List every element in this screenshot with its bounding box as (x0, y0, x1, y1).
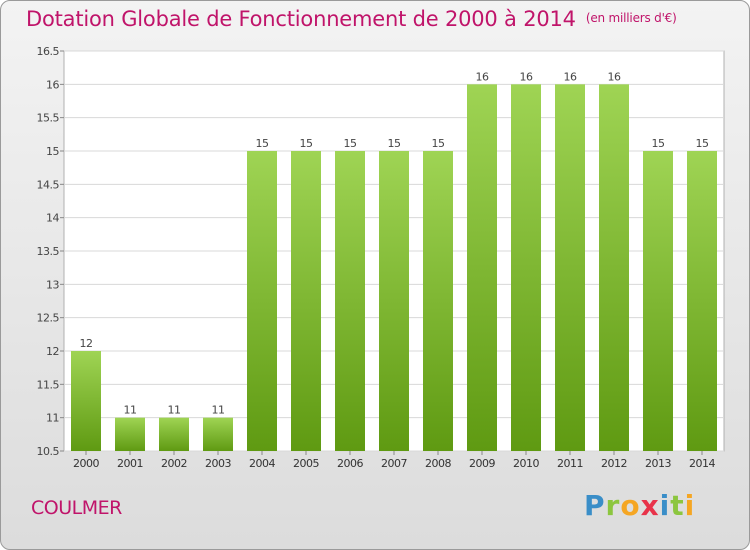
bar-2007 (379, 151, 409, 451)
data-label: 16 (476, 70, 489, 83)
bar-2002 (159, 417, 189, 451)
x-tick-label: 2002 (161, 457, 187, 470)
x-tick-label: 2003 (205, 457, 231, 470)
logo-letter: t (670, 489, 685, 522)
x-tick-label: 2011 (557, 457, 583, 470)
x-tick-label: 2012 (601, 457, 627, 470)
bar-2004 (247, 151, 277, 451)
bar-2008 (423, 151, 453, 451)
x-tick-label: 2007 (381, 457, 407, 470)
data-label: 11 (168, 404, 181, 417)
bar-2005 (291, 151, 321, 451)
y-tick-label: 11 (46, 412, 59, 425)
x-tick-label: 2009 (469, 457, 495, 470)
chart-title-text: Dotation Globale de Fonctionnement de 20… (26, 7, 576, 31)
chart-title: Dotation Globale de Fonctionnement de 20… (26, 7, 677, 31)
data-label: 12 (80, 337, 93, 350)
data-label: 15 (696, 137, 709, 150)
bar-2014 (687, 151, 717, 451)
logo-letter: i (659, 489, 671, 522)
chart-unit: (en milliers d'€) (585, 11, 677, 25)
y-tick-label: 16.5 (37, 45, 60, 58)
logo-letter: x (640, 489, 660, 522)
x-tick-label: 2008 (425, 457, 451, 470)
y-tick-label: 14 (46, 212, 59, 225)
data-label: 15 (300, 137, 313, 150)
x-tick-label: 2004 (249, 457, 275, 470)
data-label: 16 (564, 70, 577, 83)
logo-letter: P (584, 489, 606, 522)
y-tick-label: 16 (46, 78, 59, 91)
y-tick-label: 15 (46, 145, 59, 158)
data-label: 15 (432, 137, 445, 150)
y-tick-label: 10.5 (37, 445, 60, 458)
y-tick-label: 11.5 (37, 378, 60, 391)
data-label: 15 (388, 137, 401, 150)
data-label: 16 (608, 70, 621, 83)
x-tick-label: 2013 (645, 457, 671, 470)
x-tick-label: 2010 (513, 457, 539, 470)
bar-2000 (71, 351, 101, 451)
commune-name: COULMER (31, 497, 122, 519)
data-label: 11 (212, 404, 225, 417)
bar-2010 (511, 84, 541, 451)
bar-2003 (203, 417, 233, 451)
bar-2012 (599, 84, 629, 451)
bar-2011 (555, 84, 585, 451)
bar-2013 (643, 151, 673, 451)
logo-letter: r (605, 489, 621, 522)
bar-2009 (467, 84, 497, 451)
data-label: 15 (344, 137, 357, 150)
y-tick-label: 14.5 (37, 178, 60, 191)
y-tick-label: 13 (46, 278, 59, 291)
x-tick-label: 2005 (293, 457, 319, 470)
logo-letter: o (620, 489, 641, 522)
proxiti-logo: Proxiti (584, 489, 695, 522)
y-tick-label: 13.5 (37, 245, 60, 258)
data-label: 11 (124, 404, 137, 417)
y-axis: 10.5 11 11.5 12 12.5 13 13.5 14 14.5 15 15.5 16 16.5 (37, 45, 64, 458)
data-label: 15 (256, 137, 269, 150)
y-tick-label: 15.5 (37, 112, 60, 125)
y-tick-label: 12 (46, 345, 59, 358)
y-tick-label: 12.5 (37, 312, 60, 325)
data-label: 15 (652, 137, 665, 150)
bars: 12 11 11 11 15 15 15 15 15 16 16 16 16 15 15 (71, 70, 717, 451)
logo-letter: i (684, 489, 696, 522)
bar-2006 (335, 151, 365, 451)
x-tick-label: 2000 (73, 457, 99, 470)
x-tick-label: 2006 (337, 457, 363, 470)
data-label: 16 (520, 70, 533, 83)
x-tick-label: 2001 (117, 457, 143, 470)
x-axis: 2000 2001 2002 2003 2004 2005 2006 2007 2008 2009… (73, 451, 716, 470)
x-tick-label: 2014 (689, 457, 715, 470)
bar-2001 (115, 417, 145, 451)
